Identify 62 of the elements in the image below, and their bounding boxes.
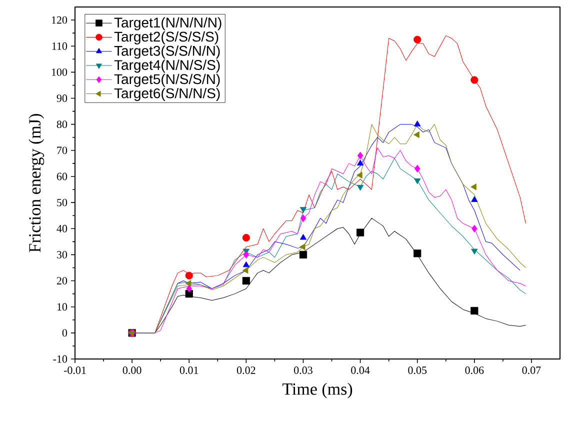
point [299,250,308,259]
point [242,261,250,268]
y-tick-label: 80 [56,120,68,128]
point [414,36,422,44]
point [243,250,250,259]
y-tick-label: 100 [52,68,68,76]
legend-label: Target5(N/S/S/N) [114,74,220,87]
legend-label: Target6(S/N/N/S) [114,88,220,102]
point [185,272,193,280]
point [356,184,364,191]
y-tick-label: 110 [52,42,68,50]
point [300,234,307,240]
x-tick-label: 0.02 [236,366,256,374]
legend-label: Target2(S/S/S/S) [114,31,218,44]
y-tick-label: 50 [57,198,68,206]
point [414,178,421,184]
point [299,244,306,250]
point [356,172,362,178]
point [470,184,476,190]
y-tick-label: 10 [57,303,68,311]
point [470,306,478,315]
point [300,214,306,222]
x-tick-label: 0.01 [180,366,198,374]
y-tick-label: 90 [56,94,68,102]
point [356,228,364,236]
point [242,234,250,242]
point [470,76,478,84]
legend-label: Target1(N/N/N/N) [114,17,222,30]
y-tick-label: 70 [57,146,68,154]
point [186,284,192,292]
point [300,207,307,213]
y-tick-label: 60 [56,172,68,180]
x-tick-label: 0.04 [351,366,370,374]
point [471,196,478,202]
x-tick-label: 0.05 [408,366,427,374]
x-tick-label: -0.01 [64,366,86,374]
y-tick-label: 120 [52,16,68,24]
point [357,152,364,160]
point [414,164,420,172]
x-axis-title: Time (ms) [282,382,352,398]
point [242,276,250,285]
point [185,290,193,298]
point [242,267,248,274]
point [414,250,422,258]
y-tick-label: 30 [57,251,68,258]
x-tick-label: 0.07 [522,366,541,374]
point [185,280,192,287]
y-tick-label: 0 [62,329,68,337]
point [472,224,478,232]
x-tick-label: 0.03 [294,366,312,374]
legend-label: Target3(S/S/N/N) [114,46,220,59]
point [471,248,478,255]
point [356,160,364,166]
point [414,120,421,126]
y-tick-label: 20 [56,277,68,284]
point [414,131,420,138]
x-tick-label: 0.06 [465,366,484,374]
y-tick-label: 40 [56,224,68,232]
legend-label: Target4(N/N/S/S) [114,60,220,73]
y-axis-title: Friction energy (mJ) [28,114,44,252]
x-tick-label: 0.00 [122,366,142,374]
y-tick-label: -10 [53,355,68,363]
